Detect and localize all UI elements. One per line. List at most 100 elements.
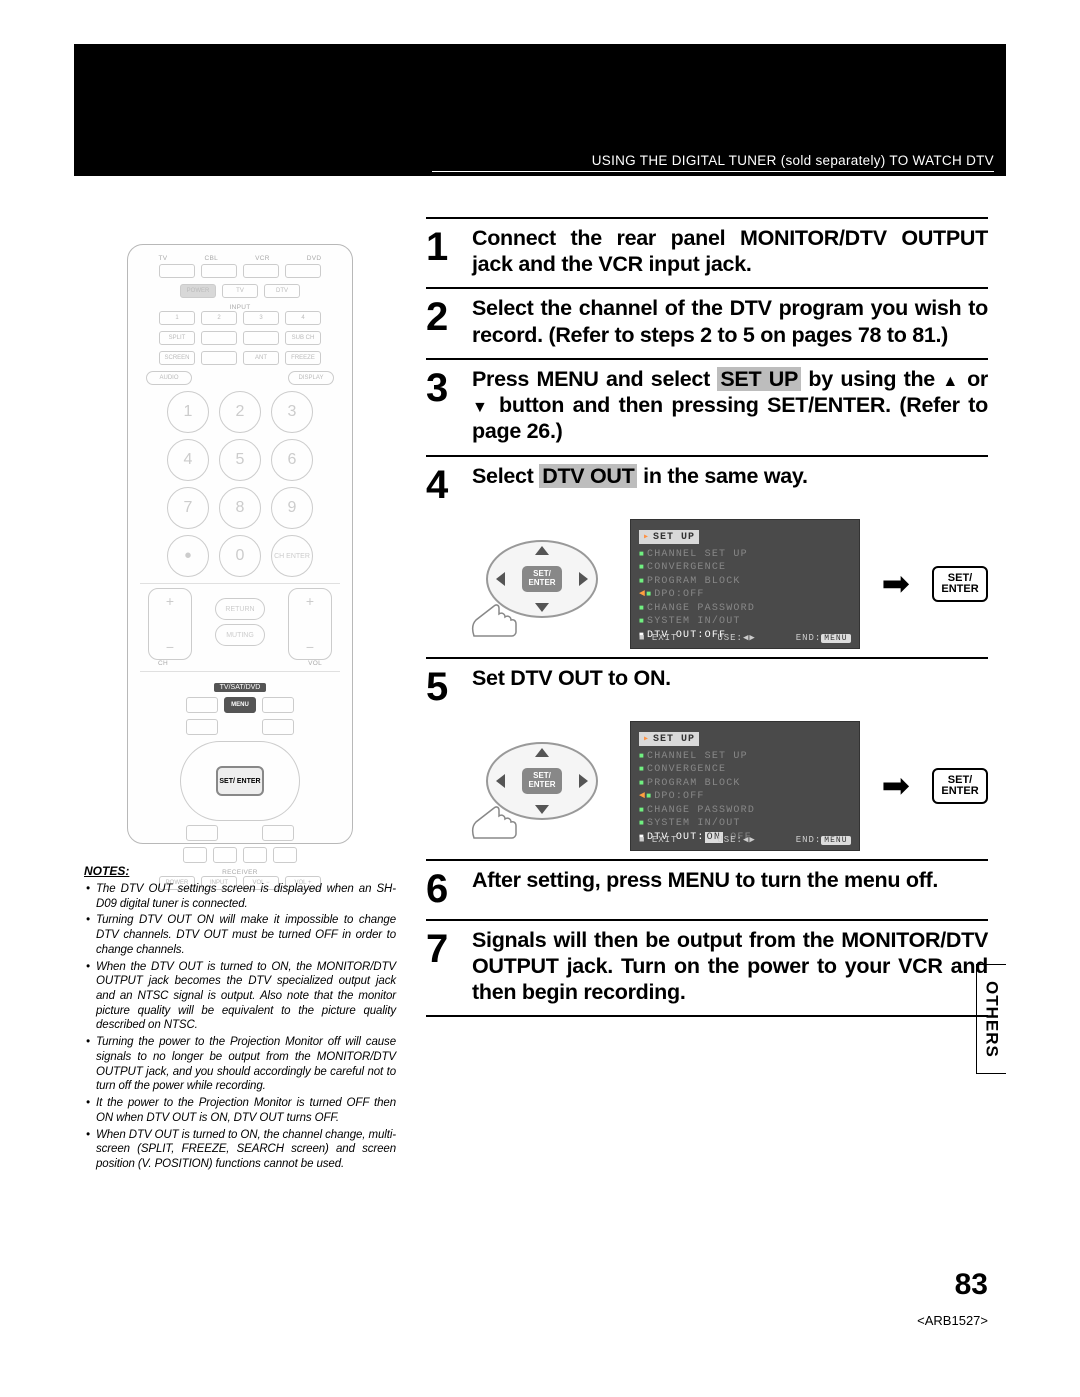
step-number: 1: [426, 225, 472, 277]
remote-label: DVD: [307, 255, 322, 262]
remote-button: [186, 825, 218, 841]
remote-button: SUB CH: [285, 331, 321, 345]
note-item: It the power to the Projection Monitor i…: [84, 1096, 396, 1125]
right-column: 1 Connect the rear panel MONITOR/DTV OUT…: [426, 217, 988, 1017]
remote-button: [201, 331, 237, 345]
step-text: Select DTV OUT in the same way.: [472, 463, 988, 505]
numpad-9: 9: [271, 487, 313, 529]
step4-illustration: SET/ ENTER SET UP ■CHANNEL SET UP ■CONVE…: [472, 519, 988, 649]
input-btn: 4: [285, 311, 321, 325]
section-tab: OTHERS: [976, 964, 1006, 1074]
step-text: Connect the rear panel MONITOR/DTV OUTPU…: [472, 225, 988, 277]
down-arrow-icon: [535, 603, 549, 612]
transport-button: [213, 847, 237, 863]
receiver-label: RECEIVER: [140, 869, 340, 876]
step-number: 4: [426, 463, 472, 505]
remote-button: [262, 719, 294, 735]
audio-button: AUDIO: [146, 371, 192, 385]
power-button: POWER: [180, 284, 216, 298]
down-arrow-icon: [535, 805, 549, 814]
right-arrow-icon: ➡: [882, 766, 911, 806]
remote-label: CBL: [205, 255, 219, 262]
header-rule: [432, 171, 994, 173]
document-id: <ARB1527>: [917, 1313, 988, 1328]
numpad-3: 3: [271, 391, 313, 433]
osd-line: PROGRAM BLOCK: [647, 778, 741, 789]
highlight-setup: SET UP: [717, 367, 801, 391]
osd-line: PROGRAM BLOCK: [647, 576, 741, 587]
muting-button: MUTING: [215, 624, 265, 646]
step-text: Signals will then be output from the MON…: [472, 927, 988, 1006]
osd-screen: SET UP ■CHANNEL SET UP ■CONVERGENCE ■PRO…: [630, 519, 860, 649]
osd-line: CHANNEL SET UP: [647, 549, 748, 560]
numpad-8: 8: [219, 487, 261, 529]
left-arrow-icon: [496, 572, 505, 586]
notes-list: The DTV OUT settings screen is displayed…: [80, 882, 400, 1172]
step-3: 3 Press MENU and select SET UP by using …: [426, 358, 988, 455]
remote-label: VCR: [255, 255, 270, 262]
set-enter-button-diagram: SET/ ENTER: [932, 768, 988, 804]
step-7: 7 Signals will then be output from the M…: [426, 919, 988, 1018]
remote-button: SPLIT: [159, 331, 195, 345]
remote-button: SCREEN: [159, 351, 195, 365]
step-number: 7: [426, 927, 472, 1006]
dpad-set-enter: SET/ ENTER: [522, 566, 562, 592]
display-button: DISPLAY: [288, 371, 334, 385]
remote-button: [262, 697, 294, 713]
numpad-1: 1: [167, 391, 209, 433]
input-btn: 3: [243, 311, 279, 325]
step-4: 4 Select DTV OUT in the same way.: [426, 455, 988, 509]
osd-line: CHANNEL SET UP: [647, 751, 748, 762]
osd-line: SYSTEM IN/OUT: [647, 616, 741, 627]
dpad-set-enter: SET/ ENTER: [522, 768, 562, 794]
step-text: After setting, press MENU to turn the me…: [472, 867, 988, 909]
set-enter-button: SET/ ENTER: [216, 766, 264, 796]
remote-label: TV: [159, 255, 168, 262]
osd-end: END:: [796, 835, 822, 845]
dpad-diagram: SET/ ENTER: [472, 532, 612, 636]
transport-button: [183, 847, 207, 863]
left-column: TV CBL VCR DVD POWER TV DTV INPUT 1 2 3: [80, 244, 400, 1174]
up-triangle-icon: [942, 367, 959, 391]
step-number: 3: [426, 366, 472, 445]
step-number: 2: [426, 295, 472, 347]
numpad-5: 5: [219, 439, 261, 481]
note-item: Turning DTV OUT ON will make it impossib…: [84, 913, 396, 957]
numpad-0: 0: [219, 535, 261, 577]
osd-menu-chip: MENU: [821, 836, 850, 845]
transport-button: [243, 847, 267, 863]
input-btn: 2: [201, 311, 237, 325]
hand-pointer-icon: [466, 588, 526, 638]
step-text-fragment: by using the: [801, 367, 942, 391]
osd-line: DPO:OFF: [654, 589, 704, 600]
step-6: 6 After setting, press MENU to turn the …: [426, 859, 988, 919]
right-arrow-icon: [579, 572, 588, 586]
osd-title: SET UP: [639, 530, 699, 544]
return-button: RETURN: [215, 598, 265, 620]
vol-label: VOL: [308, 660, 322, 667]
osd-line: DPO:OFF: [654, 791, 704, 802]
osd-line: CHANGE PASSWORD: [647, 603, 755, 614]
numpad-4: 4: [167, 439, 209, 481]
down-triangle-icon: [472, 393, 490, 417]
section-tab-label: OTHERS: [982, 981, 1002, 1058]
step-5: 5 Set DTV OUT to ON.: [426, 657, 988, 711]
step-text-fragment: button and then pressing SET/ENTER. (Ref…: [472, 393, 988, 443]
se-label: SET/: [948, 573, 972, 584]
transport-button: [273, 847, 297, 863]
note-item: When DTV OUT is turned to ON, the channe…: [84, 1128, 396, 1172]
numpad-dot: •: [167, 535, 209, 577]
osd-exit: EXIT: [652, 835, 678, 845]
step-2: 2 Select the channel of the DTV program …: [426, 287, 988, 357]
step-text: Select the channel of the DTV program yo…: [472, 295, 988, 347]
osd-menu-chip: MENU: [821, 634, 850, 643]
vol-rocker: [288, 588, 332, 660]
step-number: 5: [426, 665, 472, 707]
osd-exit: EXIT: [652, 633, 678, 643]
osd-use: USE:: [717, 633, 743, 643]
note-item: Turning the power to the Projection Moni…: [84, 1035, 396, 1094]
tvsatdvd-label: TV/SAT/DVD: [214, 683, 267, 692]
up-arrow-icon: [535, 748, 549, 757]
remote-button: [243, 331, 279, 345]
note-item: When the DTV OUT is turned to ON, the MO…: [84, 960, 396, 1034]
